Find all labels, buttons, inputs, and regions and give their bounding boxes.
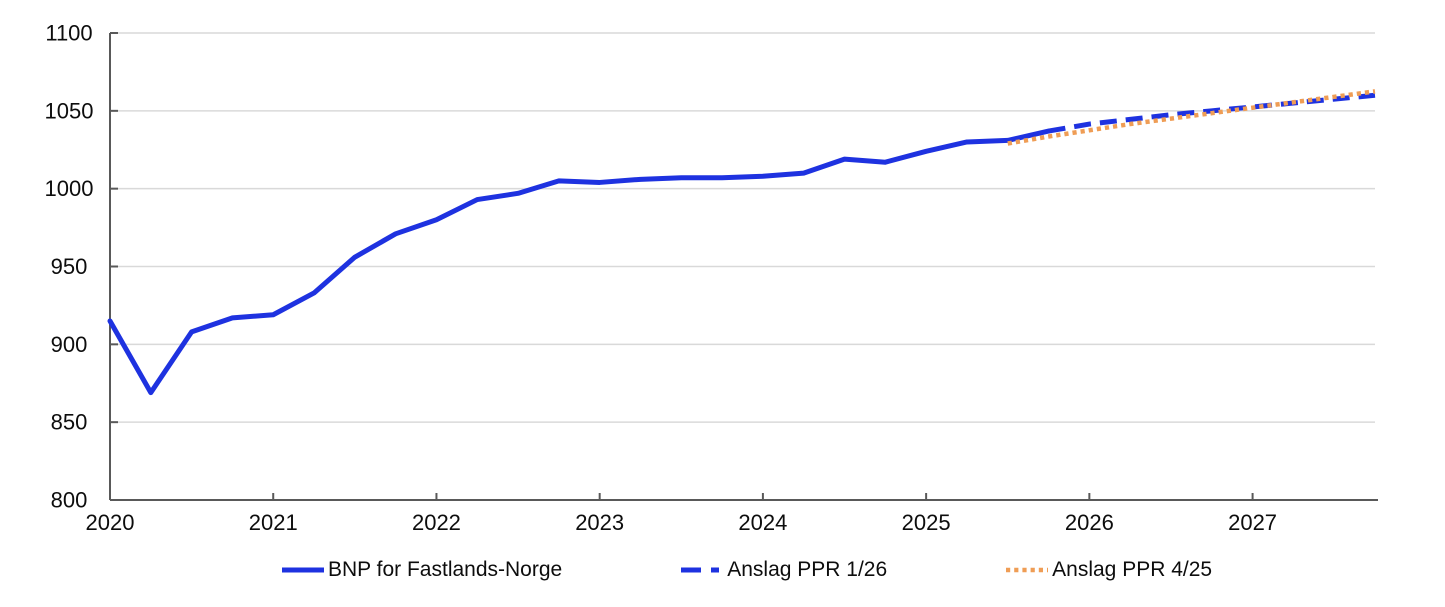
x-tick-label: 2023: [575, 510, 624, 535]
series-line-0: [107, 128, 1052, 396]
x-tick-label: 2021: [249, 510, 298, 535]
legend-item-ppr-1-26: Anslag PPR 1/26: [680, 558, 887, 582]
series-line-2: [1007, 89, 1376, 146]
legend-swatch-dashed-line: [681, 567, 724, 573]
y-tick-label: 1100: [45, 21, 92, 46]
x-tick-label: 2026: [1065, 510, 1114, 535]
series-line-1: [1048, 92, 1376, 134]
y-tick-label: 1000: [45, 176, 94, 201]
y-tick-label: 1050: [45, 98, 94, 123]
legend-label: Anslag PPR 1/26: [727, 558, 888, 581]
x-tick-label: 2020: [86, 510, 135, 535]
y-tick-label: 800: [51, 488, 88, 513]
legend-item-bnp: BNP for Fastlands-Norge: [281, 558, 562, 582]
chart-legend: BNP for Fastlands-Norge Anslag PPR 1/26 …: [281, 558, 1212, 582]
x-tick-label: 2027: [1228, 510, 1277, 535]
y-tick-label: 900: [51, 332, 88, 357]
legend-item-ppr-4-25: Anslag PPR 4/25: [1005, 558, 1212, 582]
y-tick-label: 950: [51, 254, 88, 279]
x-tick-label: 2025: [902, 510, 951, 535]
x-tick-label: 2022: [412, 510, 461, 535]
x-tick-label: 2024: [738, 510, 787, 535]
legend-label: Anslag PPR 4/25: [1052, 558, 1213, 581]
legend-swatch-solid-line: [282, 567, 324, 573]
legend-label: BNP for Fastlands-Norge: [328, 558, 563, 581]
y-tick-label: 850: [51, 410, 88, 435]
legend-swatch-dotted-line: [1006, 567, 1049, 573]
